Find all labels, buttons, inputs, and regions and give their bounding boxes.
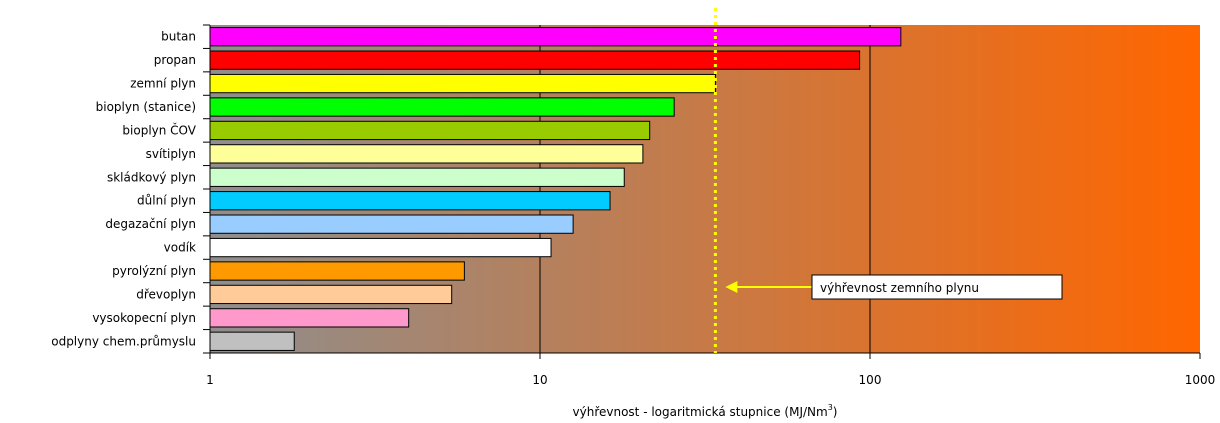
annotation-label: výhřevnost zemního plynu: [820, 281, 979, 295]
bar: [209, 261, 465, 281]
category-label: důlní plyn: [137, 194, 196, 208]
category-label: pyrolýzní plyn: [112, 264, 196, 278]
annotation-arrow-head: [725, 281, 738, 293]
category-label: bioplyn ČOV: [122, 122, 196, 137]
category-label: svítiplyn: [146, 147, 196, 161]
bar: [209, 97, 675, 117]
category-labels: butan propan zemní plyn bioplyn (stanice) bi…: [51, 24, 210, 354]
bar: [209, 284, 453, 305]
x-tick-label: 1: [206, 373, 214, 387]
bar: [209, 167, 625, 187]
bar: [209, 214, 574, 234]
bar: [209, 331, 295, 351]
x-tick-label: 10: [532, 373, 547, 387]
bar: [209, 144, 644, 164]
category-label: butan: [161, 30, 196, 44]
x-axis-title: výhřevnost - logaritmická stupnice (MJ/N…: [573, 403, 838, 419]
bar: [209, 191, 611, 211]
category-label: odplyny chem.průmyslu: [51, 334, 196, 348]
x-tick-label: 1000: [1185, 373, 1216, 387]
bar: [209, 50, 861, 70]
category-label: dřevoplyn: [136, 287, 196, 301]
bar: [209, 308, 410, 328]
category-label: zemní plyn: [130, 77, 196, 91]
bar: [209, 237, 552, 258]
bar: [209, 120, 651, 141]
x-tick-label: 100: [859, 373, 882, 387]
reference-line-group: výhřevnost zemního plynu: [713, 8, 1063, 353]
category-label: vysokopecní plyn: [92, 311, 196, 325]
x-axis: 1 10 100 1000: [206, 25, 1215, 387]
category-label: propan: [154, 53, 196, 67]
bar: [209, 73, 716, 94]
bar: [209, 27, 902, 47]
category-label: bioplyn (stanice): [96, 100, 196, 114]
bars: [209, 27, 902, 351]
category-label: degazační plyn: [105, 217, 196, 231]
category-label: vodík: [164, 241, 196, 255]
category-label: skládkový plyn: [107, 170, 196, 184]
annotation-box: [811, 274, 1063, 300]
